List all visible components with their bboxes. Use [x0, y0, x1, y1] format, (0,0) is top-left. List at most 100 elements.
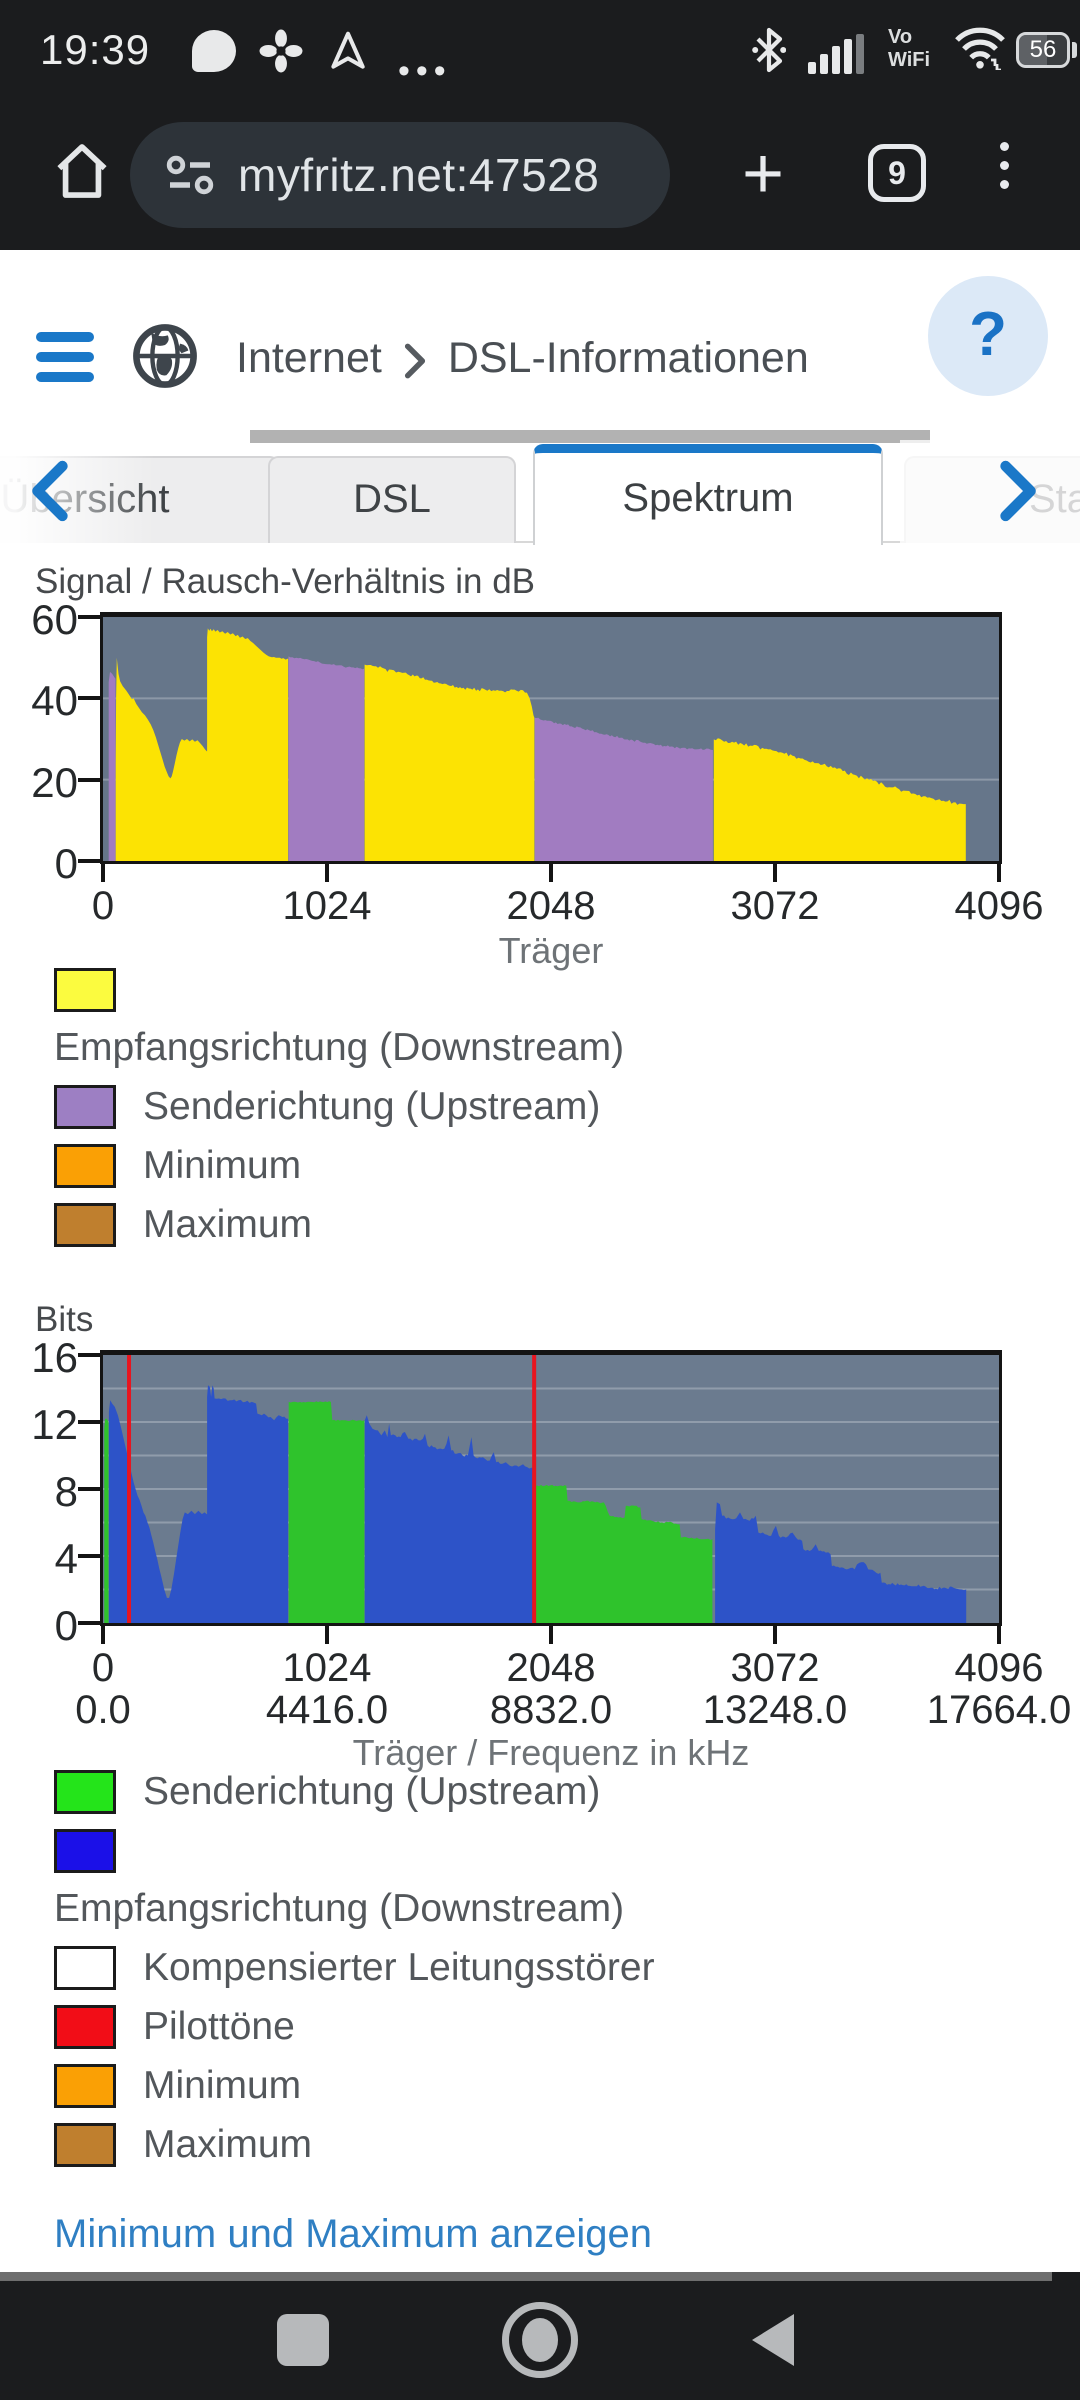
battery-fill	[1019, 35, 1047, 65]
x-tick	[101, 864, 105, 882]
x-tick-label: 2048	[506, 884, 596, 928]
y-tick	[78, 615, 100, 619]
snr-chart-canvas	[103, 617, 999, 861]
legend-label: Maximum	[143, 1203, 313, 1246]
x-tick-label: 0	[91, 884, 115, 928]
menu-button[interactable]	[36, 332, 94, 382]
y-tick-label: 12	[31, 1401, 78, 1448]
bluetooth-icon	[752, 27, 786, 73]
legend-label: Pilottöne	[143, 2005, 295, 2048]
y-tick	[78, 1420, 100, 1424]
y-tick	[78, 696, 100, 701]
x-tick-label: 1024	[282, 884, 372, 928]
x-freq-label: 4416.0	[265, 1688, 389, 1732]
wifi-icon	[955, 27, 1005, 70]
legend-swatch	[54, 1829, 116, 1873]
show-min-max-link[interactable]: Minimum und Maximum anzeigen	[54, 2212, 653, 2256]
legend-label: Senderichtung (Upstream)	[143, 1770, 601, 1813]
more-notifications-icon: •••	[398, 52, 452, 90]
x-tick	[325, 864, 329, 882]
legend-swatch	[54, 1770, 116, 1814]
y-tick-label: 60	[31, 596, 78, 643]
series-upstream	[534, 717, 713, 861]
help-button[interactable]: ?	[928, 276, 1048, 396]
y-tick-label: 20	[31, 758, 78, 806]
legend-item: Kompensierter Leitungsstörer	[54, 1946, 655, 1990]
tab-dsl[interactable]: DSL	[268, 456, 516, 543]
tab-scrollbar[interactable]	[250, 430, 930, 443]
tab-switcher-button[interactable]: 9	[868, 144, 926, 202]
chat-notification-icon	[192, 30, 236, 72]
x-tick	[325, 1626, 329, 1644]
bits-x-axis-title: Träger / Frequenz in kHz	[352, 1732, 750, 1773]
tab-spektrum[interactable]: Spektrum	[533, 444, 883, 545]
series-upstream	[288, 656, 365, 861]
tab-fade-left	[0, 440, 155, 546]
battery-indicator: 56	[1016, 32, 1070, 68]
bits-legend: Senderichtung (Upstream) Empfangsrichtung…	[54, 1770, 655, 2167]
x-freq-label: 8832.0	[489, 1688, 613, 1732]
x-tick-label: 4096	[954, 1646, 1044, 1690]
x-freq-label: 13248.0	[702, 1688, 848, 1732]
tabs-scroll-right-button[interactable]	[996, 458, 1042, 524]
bits-chart-title: Bits	[35, 1300, 94, 1339]
legend-swatch	[54, 1946, 116, 1990]
legend-label: Minimum	[143, 2064, 302, 2107]
site-settings-icon	[166, 155, 214, 195]
fritzbox-page: Internet DSL-Informationen ? Übersicht D…	[0, 250, 1080, 2272]
legend-label: Maximum	[143, 2123, 313, 2166]
legend-label: Minimum	[143, 1144, 302, 1187]
legend-label: Kompensierter Leitungsstörer	[143, 1946, 655, 1989]
tabs-scroll-left-button[interactable]	[26, 458, 72, 524]
navigation-notification-icon	[331, 31, 365, 69]
series-downstream	[364, 1415, 534, 1623]
legend-label: Empfangsrichtung (Downstream)	[54, 1887, 625, 1930]
legend-item: Maximum	[54, 2123, 655, 2167]
legend-item: Pilottöne	[54, 2005, 655, 2049]
legend-swatch	[54, 2005, 116, 2049]
x-tick-label: 0	[91, 1646, 115, 1690]
y-tick	[78, 1621, 100, 1625]
series-downstream	[713, 738, 966, 861]
new-tab-button[interactable]: +	[742, 134, 785, 214]
y-tick-label: 8	[54, 1468, 78, 1515]
pinwheel-notification-icon	[259, 29, 303, 73]
x-freq-label: 0.0	[75, 1688, 131, 1732]
tab-strip: Übersicht DSL Spektrum Statistik	[0, 430, 1080, 550]
snr-plot-area	[100, 612, 1002, 864]
y-tick-label: 0	[54, 840, 78, 887]
breadcrumb-current-page: DSL-Informationen	[447, 334, 809, 382]
snr-x-axis-title: Träger	[498, 930, 604, 971]
url-text: myfritz.net:47528	[238, 149, 600, 201]
legend-item: Minimum	[54, 2064, 655, 2108]
series-downstream	[715, 1502, 967, 1623]
clock: 19:39	[40, 26, 151, 73]
back-button[interactable]	[752, 2314, 794, 2366]
legend-swatch	[54, 968, 116, 1012]
series-upstream	[108, 671, 116, 861]
x-freq-label: 17664.0	[926, 1688, 1072, 1732]
pilot-tone-line	[127, 1355, 132, 1623]
recents-button[interactable]	[277, 2314, 329, 2366]
address-bar[interactable]: myfritz.net:47528	[130, 122, 670, 228]
x-tick-label: 4096	[954, 884, 1044, 928]
page-bottom-scrollbar[interactable]	[0, 2272, 1052, 2281]
legend-swatch	[54, 1085, 116, 1129]
legend-swatch	[54, 2123, 116, 2167]
status-bar: 19:39 ••• Vo WiFi 56	[0, 0, 1080, 100]
x-tick-label: 3072	[730, 884, 820, 928]
browser-menu-button[interactable]	[1000, 142, 1009, 189]
legend-item: Minimum	[54, 1144, 624, 1188]
home-nav-button[interactable]	[502, 2302, 578, 2378]
breadcrumb-separator-icon	[404, 343, 425, 378]
bits-chart: Bits Träger / Frequenz in kHz 0 4 8 12 16 0 0.…	[0, 1300, 1080, 1773]
y-tick	[78, 1554, 100, 1558]
legend-item: Maximum	[54, 1203, 624, 1247]
series-downstream	[115, 628, 289, 861]
bits-chart-canvas	[103, 1355, 999, 1623]
y-tick-label: 0	[54, 1602, 78, 1649]
legend-item: Senderichtung (Upstream)	[54, 1770, 655, 1814]
home-button[interactable]	[48, 136, 116, 206]
internet-globe-icon	[133, 324, 197, 388]
breadcrumb-internet[interactable]: Internet	[236, 334, 382, 382]
